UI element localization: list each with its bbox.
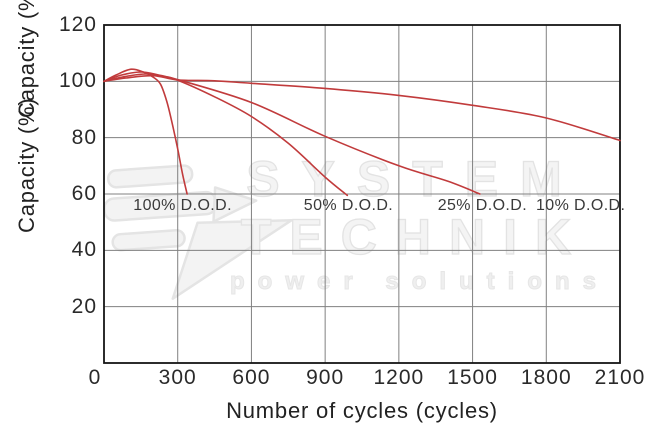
- x-tick-900: 900: [306, 366, 345, 389]
- x-tick-1200: 1200: [373, 366, 425, 389]
- x-tick-1500: 1500: [447, 366, 498, 389]
- label-100-d-o-d: 100% D.O.D.: [133, 196, 232, 214]
- y-tick-80: 80: [71, 125, 97, 149]
- curve-25-d-o-d: [103, 73, 481, 195]
- x-tick-300: 300: [158, 366, 197, 389]
- x-tick-1800: 1800: [520, 366, 572, 389]
- label-50-d-o-d: 50% D.O.D.: [303, 196, 394, 214]
- curve-10-d-o-d: [103, 74, 621, 142]
- y-tick-40: 40: [71, 238, 97, 262]
- x-tick-600: 600: [232, 366, 271, 389]
- x-axis-title: Number of cycles (cycles): [226, 398, 498, 423]
- y-tick-100: 100: [58, 69, 97, 93]
- x-tick-0: 0: [88, 366, 102, 389]
- label-25-d-o-d: 25% D.O.D.: [437, 196, 528, 214]
- y-tick-60: 60: [71, 182, 97, 205]
- x-tick-2100: 2100: [594, 366, 646, 389]
- curve-50-d-o-d: [103, 71, 349, 197]
- y-tick-120: 120: [58, 13, 97, 36]
- y-tick-20: 20: [71, 294, 97, 318]
- label-10-d-o-d: 10% D.O.D.: [535, 196, 626, 214]
- curve-100-d-o-d: [103, 68, 188, 195]
